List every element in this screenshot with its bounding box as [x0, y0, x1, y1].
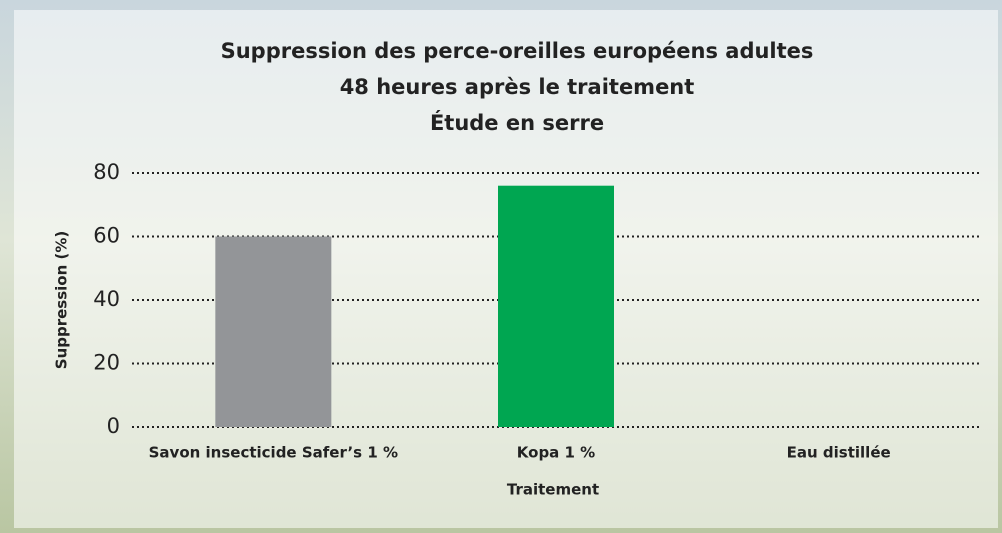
x-tick-label: Savon insecticide Safer’s 1 %: [149, 444, 398, 462]
bar: [498, 186, 614, 427]
y-tick-label: 60: [93, 224, 120, 248]
bar: [215, 237, 331, 428]
chart-title: Suppression des perce-oreilles européens…: [221, 39, 814, 63]
x-tick-label: Eau distillée: [787, 444, 891, 462]
y-tick-label: 80: [93, 160, 120, 184]
y-tick-label: 0: [107, 414, 120, 438]
y-tick-label: 20: [93, 351, 120, 375]
x-axis-label: Traitement: [507, 481, 599, 499]
y-tick-label: 40: [93, 287, 120, 311]
x-tick-label: Kopa 1 %: [517, 444, 595, 462]
chart-title: 48 heures après le traitement: [340, 75, 695, 99]
page: Suppression des perce-oreilles européens…: [0, 0, 1002, 533]
chart: Suppression des perce-oreilles européens…: [0, 0, 1002, 533]
y-axis-label: Suppression (%): [53, 231, 71, 369]
chart-title: Étude en serre: [430, 110, 604, 135]
